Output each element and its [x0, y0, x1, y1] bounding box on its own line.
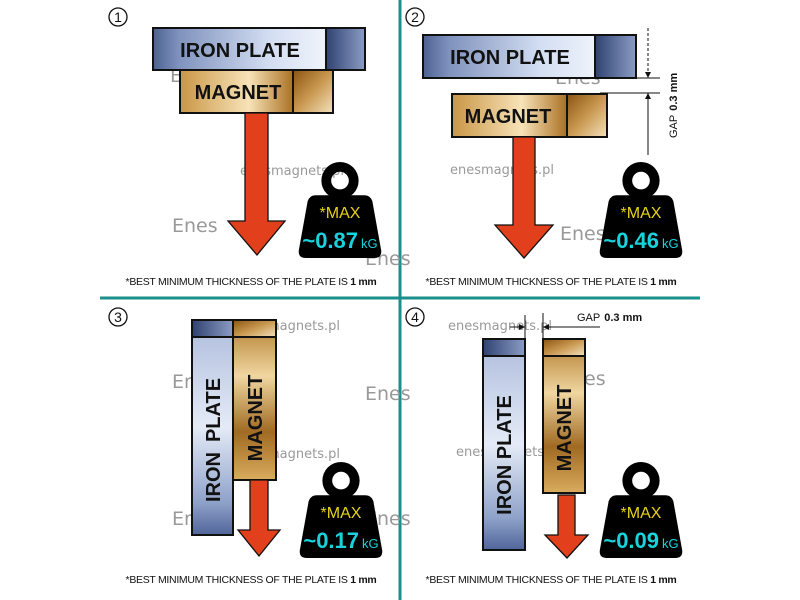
panel-3: 3 IRONPLATE MAGNET *MAX ~0.17 kG *BEST MI… — [108, 307, 383, 586]
max-label: *MAX — [621, 505, 662, 522]
magnet-label: MAGNET — [554, 385, 576, 472]
panel-number-badge — [405, 7, 425, 27]
panel-number-badge — [405, 307, 425, 327]
iron-plate-label: IRON PLATE — [450, 47, 570, 69]
footnote: *BEST MINIMUM THICKNESS OF THE PLATE IS … — [126, 276, 377, 288]
footnote: *BEST MINIMUM THICKNESS OF THE PLATE IS … — [426, 276, 677, 288]
force-arrow — [493, 136, 555, 259]
max-label: *MAX — [321, 505, 362, 522]
max-force-value: ~0.17 kG — [303, 528, 378, 553]
max-force-value: ~0.09 kG — [603, 528, 678, 553]
force-arrow — [543, 494, 590, 559]
watermark-text: enesmagnets.pl — [450, 163, 554, 178]
panel-number-badge — [108, 307, 128, 327]
logo-watermark: Enes — [560, 223, 606, 245]
magnet-label: MAGNET — [245, 375, 267, 462]
gap-label: GAP0.3 mm — [668, 73, 680, 138]
iron-plate-label: IRON PLATE — [494, 395, 516, 515]
gap-dimension — [510, 313, 600, 339]
force-arrow — [236, 479, 282, 558]
panel-4: 4 IRON PLATE MAGNET GAP 0.3 mm *MAX ~0.09… — [405, 307, 683, 586]
max-label: *MAX — [621, 205, 662, 222]
footnote: *BEST MINIMUM THICKNESS OF THE PLATE IS … — [126, 574, 377, 586]
logo-watermark: Enes — [172, 215, 218, 237]
max-force-value: ~0.87 kG — [302, 228, 377, 253]
magnet-block — [542, 338, 586, 494]
magnet-label: MAGNET — [195, 82, 282, 104]
panel-number: 4 — [411, 309, 419, 325]
panel-number: 2 — [411, 9, 419, 25]
gap-dimension — [600, 28, 660, 155]
magnet-label: MAGNET — [465, 106, 552, 128]
footnote: *BEST MINIMUM THICKNESS OF THE PLATE IS … — [426, 574, 677, 586]
panel-1: 1 MAGNET IRON PLATE *MAX ~0.87 kG *BEST M… — [108, 7, 382, 288]
panel-number-badge — [108, 7, 128, 27]
panel-2: 2 IRON PLATE MAGNET GAP0.3 mm *MAX ~0.46… — [405, 7, 683, 288]
logo-watermark: Enes — [365, 383, 411, 405]
watermark-text: enesmagnets.pl — [448, 319, 552, 334]
force-arrow — [226, 112, 287, 257]
panel-number: 1 — [114, 9, 122, 25]
iron-plate-block — [191, 319, 234, 536]
max-label: *MAX — [320, 205, 361, 222]
panel-number: 3 — [114, 309, 122, 325]
iron-plate-block — [482, 338, 526, 551]
max-force-value: ~0.46 kG — [603, 228, 678, 253]
iron-plate-label: IRON PLATE — [180, 40, 300, 62]
iron-plate-label: IRONPLATE — [203, 378, 225, 502]
